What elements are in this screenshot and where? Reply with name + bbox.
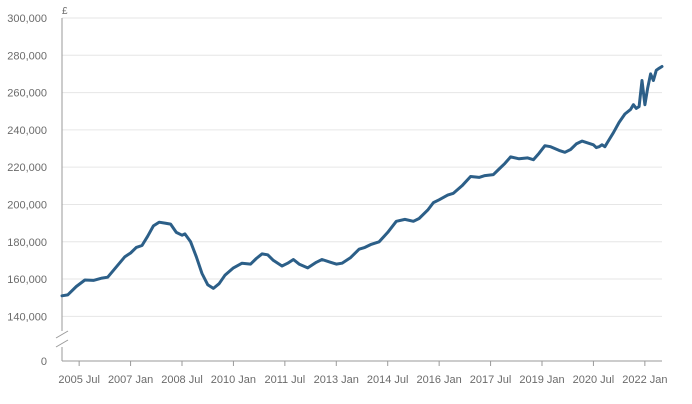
- y-axis-tick-labels: 0 140,000 160,000 180,000 200,000 220,000 240,…: [7, 13, 47, 368]
- y-axis-unit-label: £: [62, 6, 68, 17]
- x-tick-label: 2010 Jan: [211, 374, 256, 386]
- x-tick-label: 2005 Jul: [58, 374, 100, 386]
- x-tick-label: 2019 Jan: [519, 374, 564, 386]
- y-tick-label: 260,000: [7, 88, 47, 100]
- series-line: [60, 65, 664, 298]
- y-tick-label: 240,000: [7, 125, 47, 137]
- x-tick-label: 2007 Jan: [108, 374, 153, 386]
- axis-break-mark: [55, 330, 69, 339]
- y-tick-label: 180,000: [7, 237, 47, 249]
- y-tick-label: 160,000: [7, 274, 47, 286]
- y-tick-label: 200,000: [7, 199, 47, 211]
- x-tick-label: 2014 Jul: [367, 374, 409, 386]
- y-tick-label: 280,000: [7, 50, 47, 62]
- x-tick-label: 2013 Jan: [314, 374, 359, 386]
- gridlines: [62, 17, 662, 317]
- x-tick-label: 2011 Jul: [264, 374, 305, 386]
- y-tick-label: 140,000: [7, 311, 47, 323]
- series-layer: [60, 65, 664, 298]
- y-tick-label: 220,000: [7, 162, 47, 174]
- y-tick-label: 300,000: [7, 13, 47, 25]
- y-tick-label: 0: [41, 356, 47, 368]
- x-tick-label: 2017 Jul: [470, 374, 512, 386]
- x-tick-label: 2020 Jul: [573, 374, 615, 386]
- x-tick-label: 2022 Jan: [622, 374, 667, 386]
- axis-break-mark: [55, 339, 69, 348]
- x-axis-tick-labels: 2005 Jul 2007 Jan 2008 Jul 2010 Jan 2011 Jul…: [58, 374, 667, 386]
- axes: [55, 18, 662, 366]
- x-tick-label: 2008 Jul: [161, 374, 203, 386]
- x-tick-label: 2016 Jan: [417, 374, 462, 386]
